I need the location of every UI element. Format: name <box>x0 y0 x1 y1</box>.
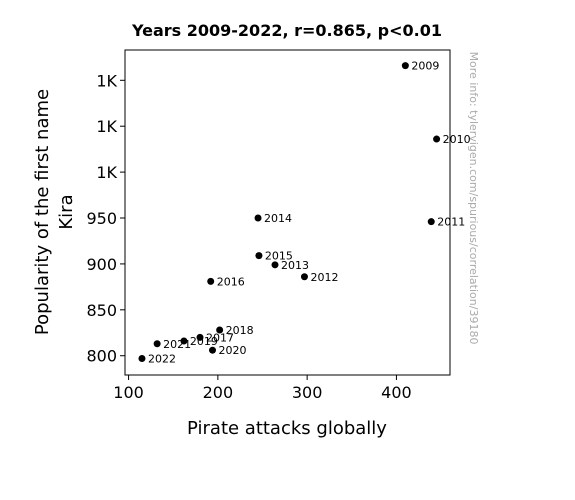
data-point-label: 2012 <box>310 271 338 284</box>
data-point-label: 2017 <box>206 331 234 344</box>
data-point <box>255 252 263 260</box>
data-point-label: 2010 <box>443 133 471 146</box>
data-point <box>209 346 216 354</box>
data-point <box>433 135 441 143</box>
data-point <box>196 333 204 341</box>
watermark-text: More info: tylervigen.com/spurious/corre… <box>467 52 480 345</box>
data-point-label: 2014 <box>264 212 292 225</box>
chart-title: Years 2009-2022, r=0.865, p<0.01 <box>131 21 442 40</box>
y-tick-label: 900 <box>86 255 117 274</box>
data-point-label: 2021 <box>163 338 191 351</box>
data-point-label: 2019 <box>190 335 218 348</box>
data-point <box>254 214 262 222</box>
x-axis-label: Pirate attacks globally <box>187 418 387 439</box>
x-tick-label: 200 <box>203 383 234 402</box>
y-tick-label: 850 <box>86 301 117 320</box>
y-axis: 800 850 900 950 1K 1K 1K <box>86 71 125 366</box>
data-point <box>401 62 409 70</box>
data-point-label: 2020 <box>219 344 247 357</box>
plot-area <box>124 49 451 376</box>
x-axis: 100 200 300 400 <box>113 375 412 402</box>
y-tick-label: 1K <box>96 163 117 182</box>
data-point-label: 2018 <box>226 324 254 337</box>
y-axis-label-line-1: Popularity of the first name <box>32 89 53 335</box>
x-tick-label: 100 <box>113 383 144 402</box>
data-point <box>300 273 308 281</box>
data-point <box>427 218 435 226</box>
data-point-label: 2013 <box>281 259 309 272</box>
data-point <box>207 277 215 285</box>
y-tick-label: 950 <box>86 209 117 228</box>
y-axis-label-line-2: Kira <box>56 194 77 229</box>
data-point-label: 2016 <box>217 275 245 288</box>
data-point-label: 2015 <box>265 250 293 263</box>
y-tick-label: 1K <box>96 71 117 90</box>
y-tick-label: 1K <box>96 117 117 136</box>
data-point <box>180 337 188 345</box>
x-tick-label: 400 <box>381 383 412 402</box>
data-point <box>216 326 224 334</box>
data-point <box>138 354 146 362</box>
data-point-label: 2022 <box>148 352 176 365</box>
data-point-label: 2011 <box>437 216 465 229</box>
data-point-label: 2009 <box>411 60 439 73</box>
x-tick-label: 300 <box>292 383 323 402</box>
y-tick-label: 800 <box>86 347 117 366</box>
data-point <box>271 261 279 269</box>
data-point <box>153 340 161 348</box>
